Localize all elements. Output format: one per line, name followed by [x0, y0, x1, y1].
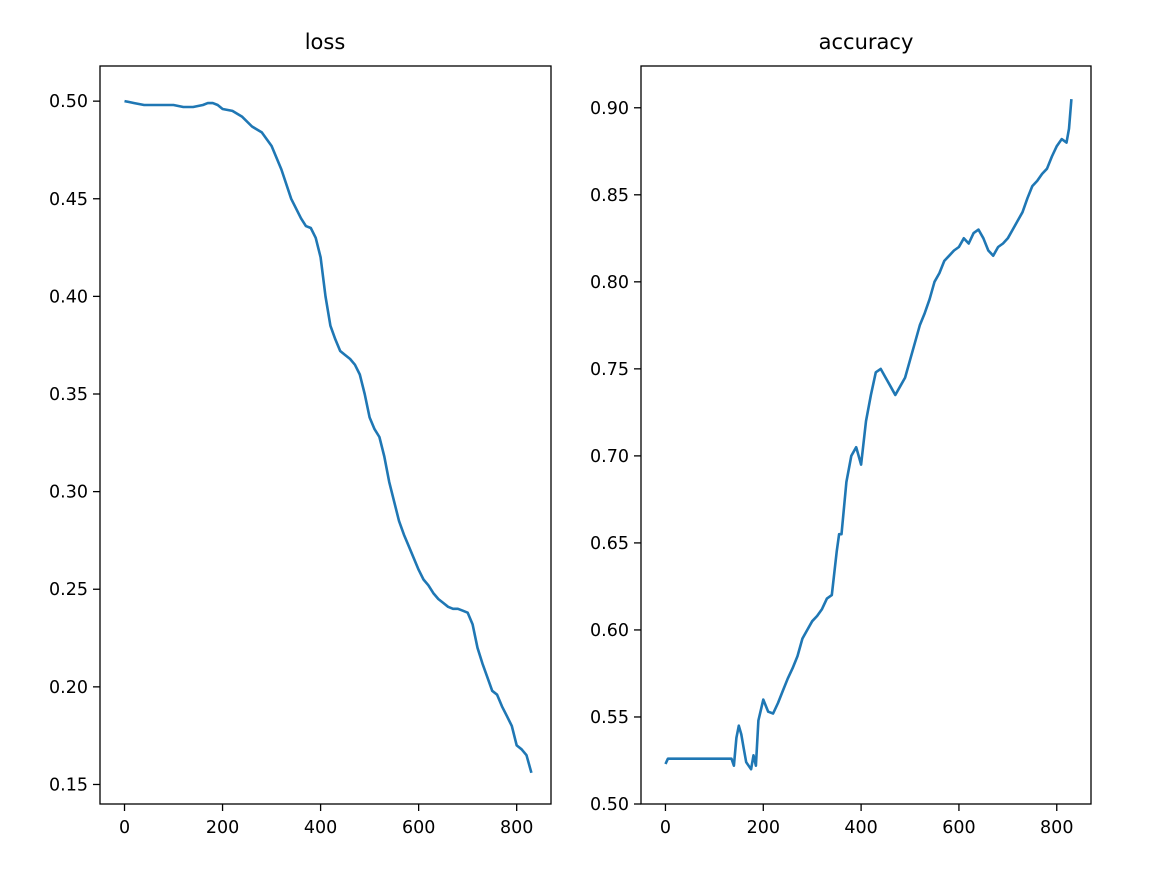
loss-y-tick-label: 0.20 — [49, 678, 88, 698]
accuracy-y-tick-label: 0.50 — [590, 795, 629, 815]
accuracy-title: accuracy — [819, 30, 914, 54]
loss-x-tick-label: 200 — [206, 818, 239, 838]
accuracy-ticks-layer: 0 200 400 600 800 0.50 0.55 0.60 0.65 0.70 0.75 0.8… — [590, 99, 1073, 838]
accuracy-y-tick-label: 0.90 — [590, 99, 629, 119]
accuracy-x-tick-label: 600 — [942, 818, 975, 838]
accuracy-series-line — [664, 98, 1073, 771]
accuracy-y-tick-label: 0.75 — [590, 360, 629, 380]
accuracy-y-tick-label: 0.80 — [590, 273, 629, 293]
loss-y-tick-label: 0.45 — [49, 190, 88, 210]
accuracy-axes-frame — [640, 65, 1092, 805]
accuracy-x-tick-label: 200 — [747, 818, 780, 838]
accuracy-y-tick-label: 0.70 — [590, 447, 629, 467]
loss-title: loss — [305, 30, 346, 54]
accuracy-y-tick-label: 0.85 — [590, 186, 629, 206]
accuracy-y-tick-label: 0.65 — [590, 534, 629, 554]
loss-y-tick-label: 0.25 — [49, 580, 88, 600]
loss-panel: loss 0 200 400 600 800 0.15 0.20 0.25 0.30 0.35 0.… — [49, 30, 552, 838]
loss-series-line — [124, 99, 533, 774]
loss-y-tick-label: 0.35 — [49, 385, 88, 405]
loss-x-tick-label: 600 — [402, 818, 435, 838]
accuracy-x-tick-label: 800 — [1040, 818, 1073, 838]
loss-axes-frame — [99, 65, 552, 805]
accuracy-x-tick-label: 400 — [844, 818, 877, 838]
accuracy-y-tick-label: 0.55 — [590, 708, 629, 728]
loss-y-tick-label: 0.15 — [49, 775, 88, 795]
loss-x-tick-label: 400 — [304, 818, 337, 838]
accuracy-series-layer — [664, 98, 1073, 771]
loss-y-tick-label: 0.50 — [49, 92, 88, 112]
accuracy-y-tick-label: 0.60 — [590, 621, 629, 641]
accuracy-x-tick-label: 0 — [660, 818, 671, 838]
loss-x-tick-label: 800 — [500, 818, 533, 838]
loss-y-tick-label: 0.30 — [49, 483, 88, 503]
accuracy-panel: accuracy 0 200 400 600 800 0.50 0.55 0.60 0.65 0.… — [590, 30, 1092, 838]
loss-x-tick-label: 0 — [119, 818, 130, 838]
loss-series-layer — [124, 99, 533, 774]
loss-y-tick-label: 0.40 — [49, 287, 88, 307]
loss-ticks-layer: 0 200 400 600 800 0.15 0.20 0.25 0.30 0.35 0.40 0.4… — [49, 92, 533, 838]
